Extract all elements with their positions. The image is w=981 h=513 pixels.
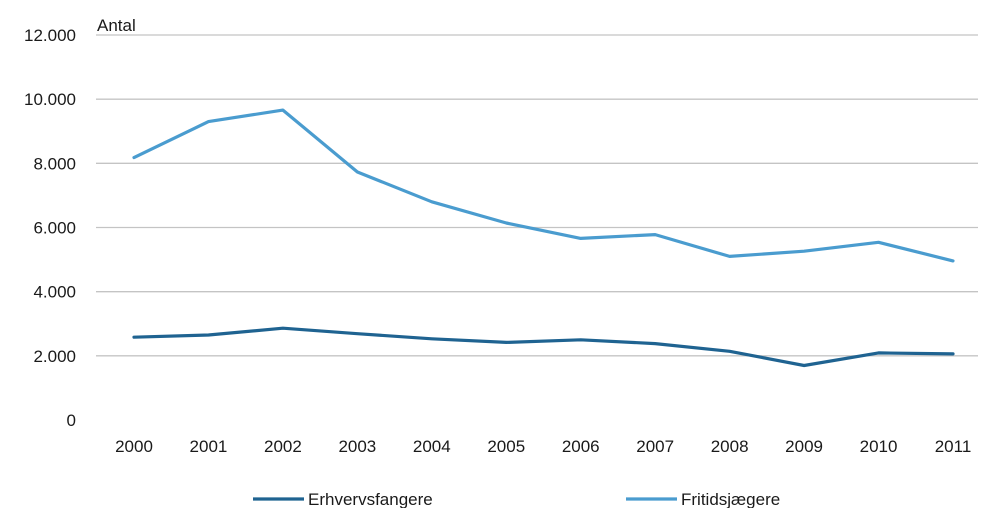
y-tick-label: 8.000	[33, 154, 76, 173]
series-line-1	[132, 326, 955, 368]
x-tick-label: 2003	[338, 437, 376, 456]
y-tick-labels: 0 2.000 4.000 6.000 8.000 10.000 12.000	[24, 26, 76, 430]
x-tick-label: 2005	[487, 437, 525, 456]
legend: Erhvervsfangere Fritidsjægere	[253, 490, 780, 509]
y-tick-label: 2.000	[33, 347, 76, 366]
y-tick-label: 6.000	[33, 219, 76, 238]
x-tick-label: 2002	[264, 437, 302, 456]
y-tick-label: 10.000	[24, 90, 76, 109]
x-tick-label: 2009	[785, 437, 823, 456]
x-tick-label: 2011	[935, 437, 972, 456]
y-tick-label: 0	[67, 411, 76, 430]
x-tick-label: 2008	[711, 437, 749, 456]
x-tick-label: 2000	[115, 437, 153, 456]
x-tick-label: 2004	[413, 437, 451, 456]
y-axis-label: Antal	[97, 16, 136, 35]
legend-label: Erhvervsfangere	[308, 490, 433, 508]
x-tick-label: 2007	[636, 437, 674, 456]
x-tick-label: 2010	[860, 437, 898, 456]
x-tick-label: 2006	[562, 437, 600, 456]
x-tick-labels: 2000 2001 2002 2003 2004 2005 2006 2007 2008 2009…	[115, 437, 971, 456]
series-lines	[132, 108, 955, 368]
series-line-2	[132, 108, 955, 263]
y-tick-label: 12.000	[24, 26, 76, 45]
gridlines	[96, 34, 978, 357]
legend-label: Fritidsjægere	[681, 490, 780, 508]
y-tick-label: 4.000	[33, 283, 76, 302]
x-tick-label: 2001	[190, 437, 228, 456]
